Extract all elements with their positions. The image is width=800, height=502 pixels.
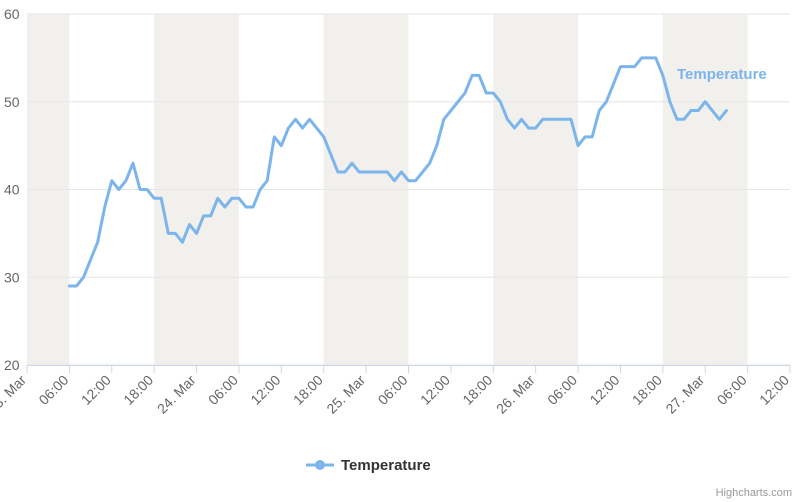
x-tick-label-12: 26. Mar — [493, 372, 538, 417]
x-tick-label-18: 12:00 — [756, 372, 792, 408]
y-axis-tick-labels: 20 30 40 50 60 — [4, 6, 20, 373]
x-tick-label-15: 18:00 — [629, 372, 665, 408]
x-tick-label-7: 18:00 — [290, 372, 326, 408]
y-tick-label-3: 50 — [4, 94, 20, 110]
x-tick-label-2: 12:00 — [78, 372, 114, 408]
x-tick-label-10: 12:00 — [417, 372, 453, 408]
x-tick-label-9: 06:00 — [375, 372, 411, 408]
y-tick-label-0: 20 — [4, 357, 20, 373]
legend-item-temperature[interactable]: Temperature — [341, 457, 431, 474]
series-line-temperature[interactable] — [67, 56, 728, 288]
x-tick-label-16: 27. Mar — [662, 372, 707, 417]
credits-link[interactable]: Highcharts.com — [716, 487, 792, 499]
x-tick-label-5: 06:00 — [205, 372, 241, 408]
legend-marker-icon — [315, 460, 325, 470]
y-tick-label-1: 30 — [4, 269, 20, 285]
legend[interactable]: Temperature — [306, 457, 431, 474]
x-tick-label-6: 12:00 — [247, 372, 283, 408]
x-tick-label-0: 23. Mar — [0, 372, 29, 417]
y-tick-label-4: 60 — [4, 6, 20, 22]
x-tick-label-14: 12:00 — [586, 372, 622, 408]
series-end-label: Temperature — [677, 66, 767, 83]
x-tick-label-11: 18:00 — [459, 372, 495, 408]
x-tick-label-8: 25. Mar — [323, 372, 368, 417]
x-tick-label-1: 06:00 — [35, 372, 71, 408]
y-tick-label-2: 40 — [4, 182, 20, 198]
x-tick-label-3: 18:00 — [120, 372, 156, 408]
x-tick-label-4: 24. Mar — [154, 372, 199, 417]
x-axis-ticks — [26, 365, 791, 373]
x-tick-label-13: 06:00 — [544, 372, 580, 408]
x-tick-label-17: 06:00 — [714, 372, 750, 408]
